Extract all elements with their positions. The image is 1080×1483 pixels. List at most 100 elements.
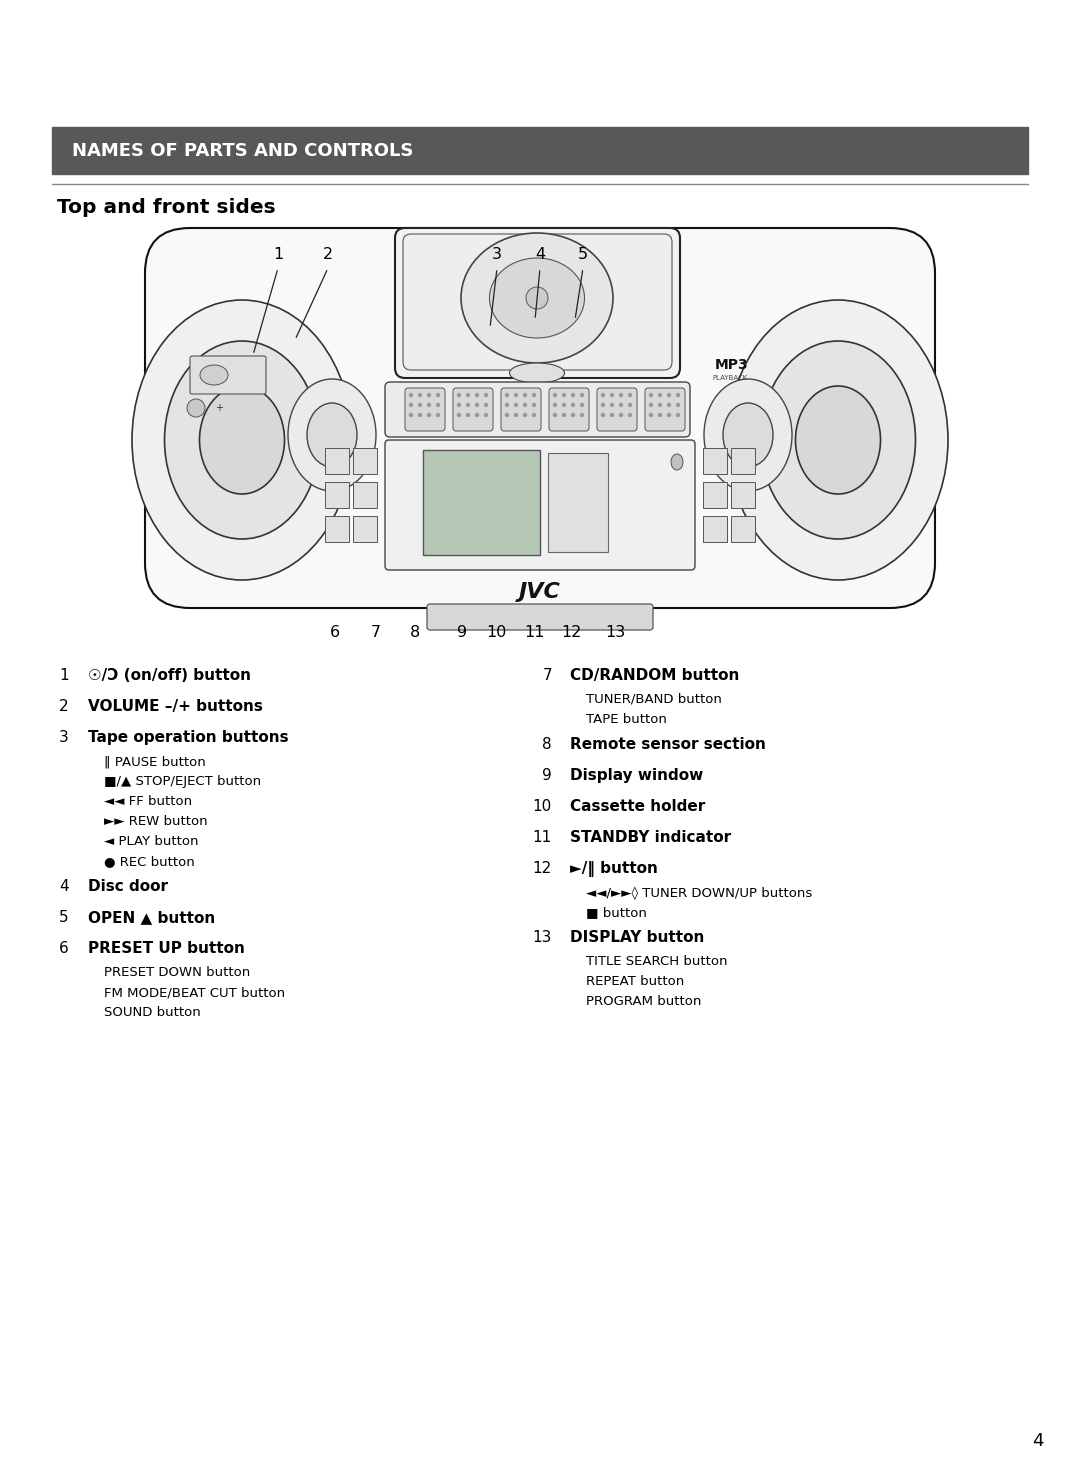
Ellipse shape bbox=[428, 393, 431, 396]
Text: MP3: MP3 bbox=[715, 357, 748, 372]
Text: 1: 1 bbox=[59, 667, 69, 684]
Ellipse shape bbox=[458, 403, 460, 406]
Ellipse shape bbox=[458, 393, 460, 396]
Ellipse shape bbox=[649, 393, 652, 396]
Ellipse shape bbox=[461, 233, 613, 363]
Text: Disc door: Disc door bbox=[87, 879, 168, 894]
Ellipse shape bbox=[620, 414, 622, 417]
Ellipse shape bbox=[419, 393, 421, 396]
Ellipse shape bbox=[436, 414, 440, 417]
Ellipse shape bbox=[667, 403, 671, 406]
FancyBboxPatch shape bbox=[501, 389, 541, 432]
Text: ‖ PAUSE button: ‖ PAUSE button bbox=[104, 755, 206, 768]
Ellipse shape bbox=[307, 403, 357, 467]
Text: 8: 8 bbox=[542, 737, 552, 752]
Text: Tape operation buttons: Tape operation buttons bbox=[87, 730, 288, 744]
Text: 7: 7 bbox=[370, 624, 381, 641]
Ellipse shape bbox=[554, 393, 556, 396]
Ellipse shape bbox=[649, 414, 652, 417]
Bar bbox=[353, 516, 377, 541]
Text: +: + bbox=[215, 403, 222, 412]
Ellipse shape bbox=[428, 414, 431, 417]
Ellipse shape bbox=[288, 380, 376, 491]
Ellipse shape bbox=[475, 403, 478, 406]
Text: SOUND button: SOUND button bbox=[104, 1005, 201, 1019]
Bar bbox=[325, 448, 349, 475]
Text: ■ button: ■ button bbox=[586, 906, 647, 919]
FancyBboxPatch shape bbox=[405, 389, 445, 432]
Text: 1: 1 bbox=[273, 248, 283, 262]
Ellipse shape bbox=[571, 393, 575, 396]
Text: 6: 6 bbox=[329, 624, 340, 641]
Ellipse shape bbox=[723, 403, 773, 467]
Text: 5: 5 bbox=[59, 911, 69, 925]
Ellipse shape bbox=[796, 386, 880, 494]
Text: 3: 3 bbox=[492, 248, 502, 262]
Text: 12: 12 bbox=[532, 862, 552, 876]
Ellipse shape bbox=[728, 300, 948, 580]
Ellipse shape bbox=[659, 393, 661, 396]
Ellipse shape bbox=[704, 380, 792, 491]
Ellipse shape bbox=[532, 403, 536, 406]
Ellipse shape bbox=[132, 300, 352, 580]
Ellipse shape bbox=[505, 393, 509, 396]
Ellipse shape bbox=[610, 414, 613, 417]
Text: Cassette holder: Cassette holder bbox=[570, 799, 705, 814]
Ellipse shape bbox=[563, 403, 566, 406]
Ellipse shape bbox=[489, 258, 584, 338]
Ellipse shape bbox=[409, 393, 413, 396]
Ellipse shape bbox=[667, 393, 671, 396]
Ellipse shape bbox=[602, 403, 605, 406]
Text: VOLUME –/+ buttons: VOLUME –/+ buttons bbox=[87, 698, 262, 713]
Text: ►► REW button: ►► REW button bbox=[104, 816, 207, 828]
Ellipse shape bbox=[419, 414, 421, 417]
FancyBboxPatch shape bbox=[384, 383, 690, 437]
Ellipse shape bbox=[532, 414, 536, 417]
Ellipse shape bbox=[760, 341, 916, 538]
Ellipse shape bbox=[667, 414, 671, 417]
Ellipse shape bbox=[602, 393, 605, 396]
Text: PRESET UP button: PRESET UP button bbox=[87, 942, 245, 957]
Ellipse shape bbox=[200, 365, 228, 386]
Text: 2: 2 bbox=[59, 698, 69, 713]
Ellipse shape bbox=[467, 403, 470, 406]
Ellipse shape bbox=[419, 403, 421, 406]
Text: 9: 9 bbox=[542, 768, 552, 783]
Text: 10: 10 bbox=[532, 799, 552, 814]
Text: ■/▲ STOP/EJECT button: ■/▲ STOP/EJECT button bbox=[104, 776, 261, 787]
Ellipse shape bbox=[676, 414, 679, 417]
Ellipse shape bbox=[485, 393, 487, 396]
Ellipse shape bbox=[629, 414, 632, 417]
Text: 6: 6 bbox=[59, 942, 69, 957]
Ellipse shape bbox=[649, 403, 652, 406]
Text: 3: 3 bbox=[59, 730, 69, 744]
Ellipse shape bbox=[581, 393, 583, 396]
Ellipse shape bbox=[475, 393, 478, 396]
Ellipse shape bbox=[409, 414, 413, 417]
Text: DISPLAY button: DISPLAY button bbox=[570, 930, 704, 945]
Ellipse shape bbox=[554, 403, 556, 406]
Text: FM MODE/BEAT CUT button: FM MODE/BEAT CUT button bbox=[104, 986, 285, 1000]
Text: 10: 10 bbox=[486, 624, 507, 641]
Ellipse shape bbox=[510, 363, 565, 383]
Ellipse shape bbox=[563, 393, 566, 396]
Ellipse shape bbox=[524, 393, 527, 396]
FancyBboxPatch shape bbox=[384, 440, 696, 569]
Text: ►/‖ button: ►/‖ button bbox=[570, 862, 658, 876]
Ellipse shape bbox=[409, 403, 413, 406]
Bar bbox=[52, 128, 1028, 174]
Bar bbox=[423, 449, 540, 555]
FancyBboxPatch shape bbox=[403, 234, 672, 369]
Text: 5: 5 bbox=[578, 248, 589, 262]
Ellipse shape bbox=[526, 288, 548, 308]
Ellipse shape bbox=[620, 403, 622, 406]
Text: 4: 4 bbox=[535, 248, 545, 262]
Text: 4: 4 bbox=[1032, 1433, 1043, 1450]
Bar bbox=[703, 448, 727, 475]
Ellipse shape bbox=[620, 393, 622, 396]
Ellipse shape bbox=[524, 414, 527, 417]
FancyBboxPatch shape bbox=[597, 389, 637, 432]
Text: TAPE button: TAPE button bbox=[586, 713, 666, 727]
Ellipse shape bbox=[458, 414, 460, 417]
Text: 11: 11 bbox=[532, 830, 552, 845]
